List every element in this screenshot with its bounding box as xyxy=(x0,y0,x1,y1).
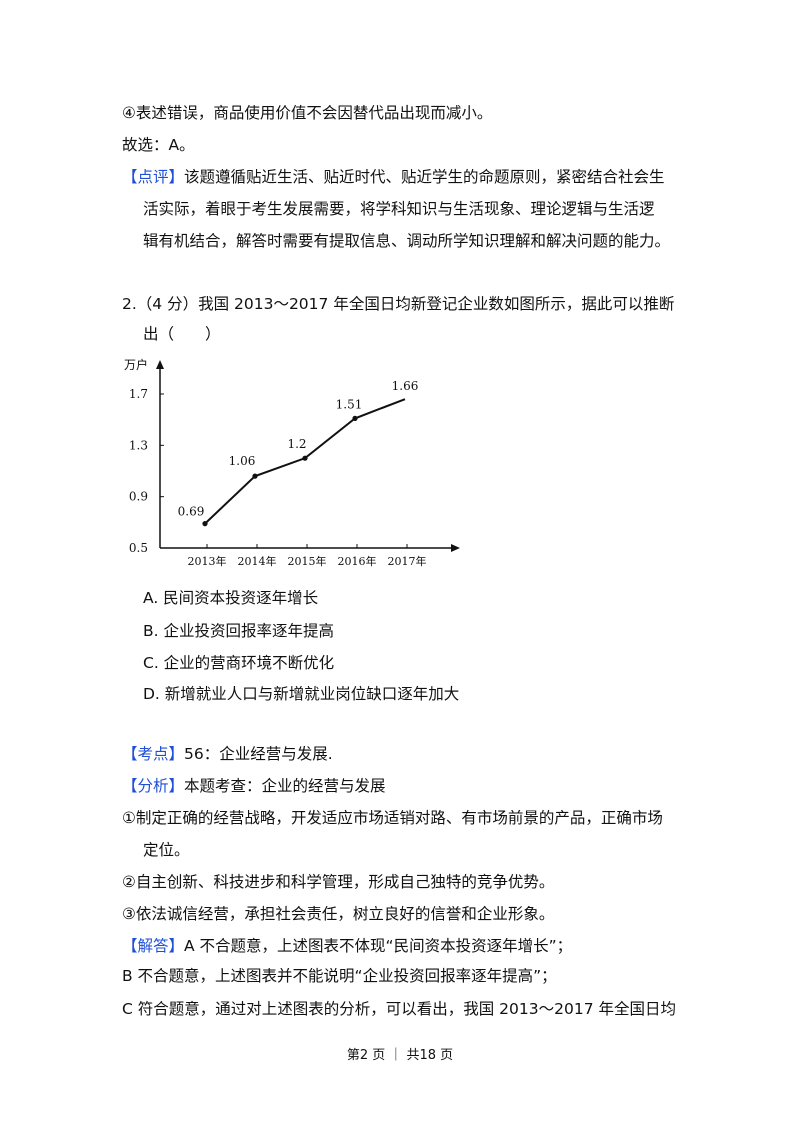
option-c: C. 企业的营商环境不断优化 xyxy=(143,654,335,672)
y-axis-unit-label: 万户 xyxy=(124,357,148,372)
data-point xyxy=(252,473,258,479)
comment-line-2: 活实际，着眼于考生发展需要，将学科知识与生活现象、理论逻辑与生活逻 xyxy=(143,200,655,218)
data-point xyxy=(352,415,358,421)
question-stem-line-1: 2.（4 分）我国 2013～2017 年全国日均新登记企业数如图所示，据此可以… xyxy=(122,295,675,313)
y-tick-label: 0.5 xyxy=(129,541,148,555)
y-tick-label: 0.9 xyxy=(129,490,148,504)
fenxi-text: 本题考查：企业的经营与发展 xyxy=(184,777,386,795)
x-tick-label: 2015年 xyxy=(288,554,327,568)
option-b: B. 企业投资回报率逐年提高 xyxy=(143,622,334,640)
data-labels: 0.69 1.06 1.2 1.51 1.66 xyxy=(178,379,419,518)
prev-choice: 故选：A。 xyxy=(122,136,195,154)
comment-tag: 【点评】 xyxy=(122,168,185,186)
data-label: 1.06 xyxy=(229,454,256,468)
jieda-line-1: 【解答】A 不合题意，上述图表不体现“民间资本投资逐年增长”； xyxy=(122,936,572,956)
page-footer: 第2 页 ｜ 共18 页 xyxy=(346,1048,454,1063)
option-d: D. 新增就业人口与新增就业岗位缺口逐年加大 xyxy=(143,685,460,703)
comment-line-3: 辑有机结合，解答时需要有提取信息、调动所学知识理解和解决问题的能力。 xyxy=(143,232,671,250)
chart-axes: 万户 xyxy=(124,357,460,552)
comment-line-1: 【点评】该题遵循贴近生活、贴近时代、贴近学生的命题原则，紧密结合社会生 xyxy=(122,167,665,187)
data-label: 1.51 xyxy=(336,397,363,411)
data-label: 0.69 xyxy=(178,505,205,519)
y-tick-label: 1.7 xyxy=(129,387,148,401)
analysis-point-1-cont: 定位。 xyxy=(143,841,190,859)
data-label: 1.2 xyxy=(287,437,306,451)
x-axis-arrow xyxy=(451,544,460,552)
jieda-line-3: C 符合题意，通过对上述图表的分析，可以看出，我国 2013～2017 年全国日… xyxy=(122,1000,676,1018)
fenxi-tag: 【分析】 xyxy=(122,777,185,795)
y-tick-label: 1.3 xyxy=(129,438,148,452)
x-ticks: 2013年 2014年 2015年 2016年 2017年 xyxy=(188,544,427,568)
data-point xyxy=(302,455,308,461)
prev-statement-4: ④表述错误，商品使用价值不会因替代品出现而减小。 xyxy=(122,104,493,122)
x-tick-label: 2014年 xyxy=(238,554,277,568)
line-chart: 万户 0.5 0.9 1.3 1.7 2013年 2014年 2015年 2016年 2017… xyxy=(124,357,460,568)
data-points xyxy=(202,415,358,527)
fenxi-line: 【分析】本题考查：企业的经营与发展 xyxy=(122,776,386,796)
comment-text: 该题遵循贴近生活、贴近时代、贴近学生的命题原则，紧密结合社会生 xyxy=(184,168,665,186)
jieda-line-2: B 不合题意，上述图表并不能说明“企业投资回报率逐年提高”； xyxy=(122,967,557,985)
x-tick-label: 2017年 xyxy=(388,554,427,568)
data-point xyxy=(202,521,208,527)
y-axis-arrow xyxy=(156,360,164,369)
data-label: 1.66 xyxy=(392,379,419,393)
question-stem-line-2: 出（ ） xyxy=(143,325,221,343)
kaodian-line: 【考点】56：企业经营与发展. xyxy=(122,744,333,764)
x-tick-label: 2013年 xyxy=(188,554,227,568)
kaodian-text: 56：企业经营与发展. xyxy=(184,745,333,763)
y-ticks: 0.5 0.9 1.3 1.7 xyxy=(129,387,164,555)
analysis-point-3: ③依法诚信经营，承担社会责任，树立良好的信誉和企业形象。 xyxy=(122,905,555,923)
analysis-point-1: ①制定正确的经营战略，开发适应市场适销对路、有市场前景的产品，正确市场 xyxy=(122,809,663,827)
option-a: A. 民间资本投资逐年增长 xyxy=(143,589,319,607)
x-tick-label: 2016年 xyxy=(338,554,377,568)
kaodian-tag: 【考点】 xyxy=(122,745,185,763)
analysis-point-2: ②自主创新、科技进步和科学管理，形成自己独特的竞争优势。 xyxy=(122,873,555,891)
jieda-tag: 【解答】 xyxy=(122,937,185,955)
jieda-text-1: A 不合题意，上述图表不体现“民间资本投资逐年增长”； xyxy=(184,937,573,955)
